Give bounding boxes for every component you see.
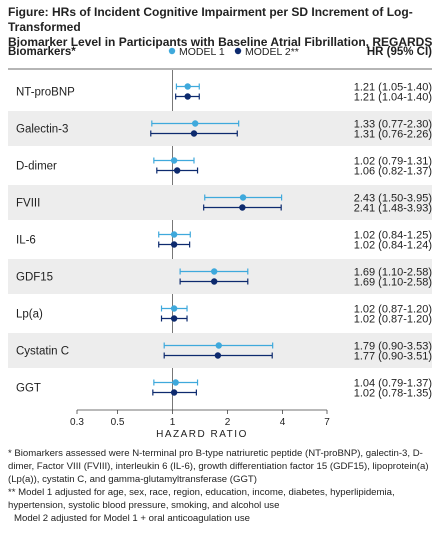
model-2-hr-text: 1.06 (0.82-1.37): [354, 166, 432, 178]
model-1-hr-text: 1.02 (0.79-1.31): [354, 156, 432, 168]
model-2-hr-text: 1.77 (0.90-3.51): [354, 351, 432, 363]
x-tick-label: 0.3: [70, 417, 84, 428]
model-1-point: [170, 231, 178, 238]
biomarker-label: D-dimer: [16, 161, 57, 173]
model-2-point: [173, 167, 181, 174]
model-1-point: [170, 305, 178, 312]
model-1-point: [239, 194, 247, 201]
figure-title-line-1: Figure: HRs of Incident Cognitive Impair…: [8, 5, 413, 34]
model-1-point: [191, 120, 199, 127]
legend-label-model-2: MODEL 2**: [245, 46, 299, 58]
biomarker-label: Lp(a): [16, 309, 43, 321]
model-1-hr-text: 1.69 (1.10-2.58): [354, 267, 432, 279]
x-tick-label: 2: [225, 417, 231, 428]
footnote-model-1: ** Model 1 adjusted for age, sex, race, …: [8, 487, 395, 512]
model-2-hr-text: 1.02 (0.84-1.24): [354, 240, 432, 252]
model-1-hr-text: 1.04 (0.79-1.37): [354, 378, 432, 390]
model-1-hr-text: 1.02 (0.84-1.25): [354, 230, 432, 242]
model-1-point: [211, 268, 218, 275]
legend-marker-model-1: [168, 47, 176, 55]
model-2-point: [170, 389, 178, 396]
hr-column-header: HR (95% CI): [367, 46, 432, 58]
model-2-hr-text: 1.02 (0.78-1.35): [354, 388, 432, 400]
model-2-hr-text: 1.69 (1.10-2.58): [354, 277, 432, 289]
model-1-hr-text: 1.33 (0.77-2.30): [354, 119, 432, 131]
biomarkers-column-header: Biomarkers*: [8, 46, 76, 58]
x-tick-label: 4: [280, 417, 286, 428]
model-1-hr-text: 1.02 (0.87-1.20): [354, 304, 432, 316]
model-2-point: [170, 315, 178, 322]
model-1-hr-text: 1.79 (0.90-3.53): [354, 341, 432, 353]
model-2-point: [239, 204, 246, 211]
model-2-point: [211, 278, 218, 285]
x-axis-title: HAZARD RATIO: [156, 429, 248, 440]
biomarker-label: NT-proBNP: [16, 87, 75, 99]
legend-marker-model-2: [234, 47, 242, 55]
figure-title-line-2: Biomarker Level in Participants with Bas…: [8, 35, 433, 49]
model-2-point: [170, 241, 178, 248]
model-2-point: [184, 93, 191, 100]
row-band: [8, 185, 432, 220]
row-band: [8, 259, 432, 294]
model-1-point: [215, 342, 222, 349]
x-tick-label: 7: [324, 417, 330, 428]
biomarker-label: GDF15: [16, 272, 53, 284]
biomarker-label: Cystatin C: [16, 346, 69, 358]
model-1-point: [184, 83, 191, 90]
model-2-point: [190, 130, 198, 137]
figure-title: Figure: HRs of Incident Cognitive Impair…: [8, 5, 436, 50]
x-tick-label: 1: [170, 417, 176, 428]
x-tick-label: 0.5: [111, 417, 125, 428]
footnotes: * Biomarkers assessed were N-terminal pr…: [8, 447, 436, 526]
footnote-model-2: Model 2 adjusted for Model 1 + oral anti…: [14, 513, 250, 525]
model-2-hr-text: 2.41 (1.48-3.93): [354, 203, 432, 215]
model-1-point: [172, 379, 179, 386]
model-1-hr-text: 2.43 (1.50-3.95): [354, 193, 432, 205]
biomarker-label: GGT: [16, 383, 41, 395]
biomarker-label: IL-6: [16, 235, 36, 247]
model-1-hr-text: 1.21 (1.05-1.40): [354, 82, 432, 94]
row-band: [8, 333, 432, 368]
model-2-hr-text: 1.31 (0.76-2.26): [354, 129, 432, 141]
biomarker-label: FVIII: [16, 198, 40, 210]
model-1-point: [170, 157, 178, 164]
model-2-point: [214, 352, 222, 359]
footnote-biomarkers: * Biomarkers assessed were N-terminal pr…: [8, 448, 429, 486]
model-2-hr-text: 1.02 (0.87-1.20): [354, 314, 432, 326]
legend-label-model-1: MODEL 1: [179, 46, 225, 58]
row-band: [8, 111, 432, 146]
biomarker-label: Galectin-3: [16, 124, 68, 136]
model-2-hr-text: 1.21 (1.04-1.40): [354, 92, 432, 104]
